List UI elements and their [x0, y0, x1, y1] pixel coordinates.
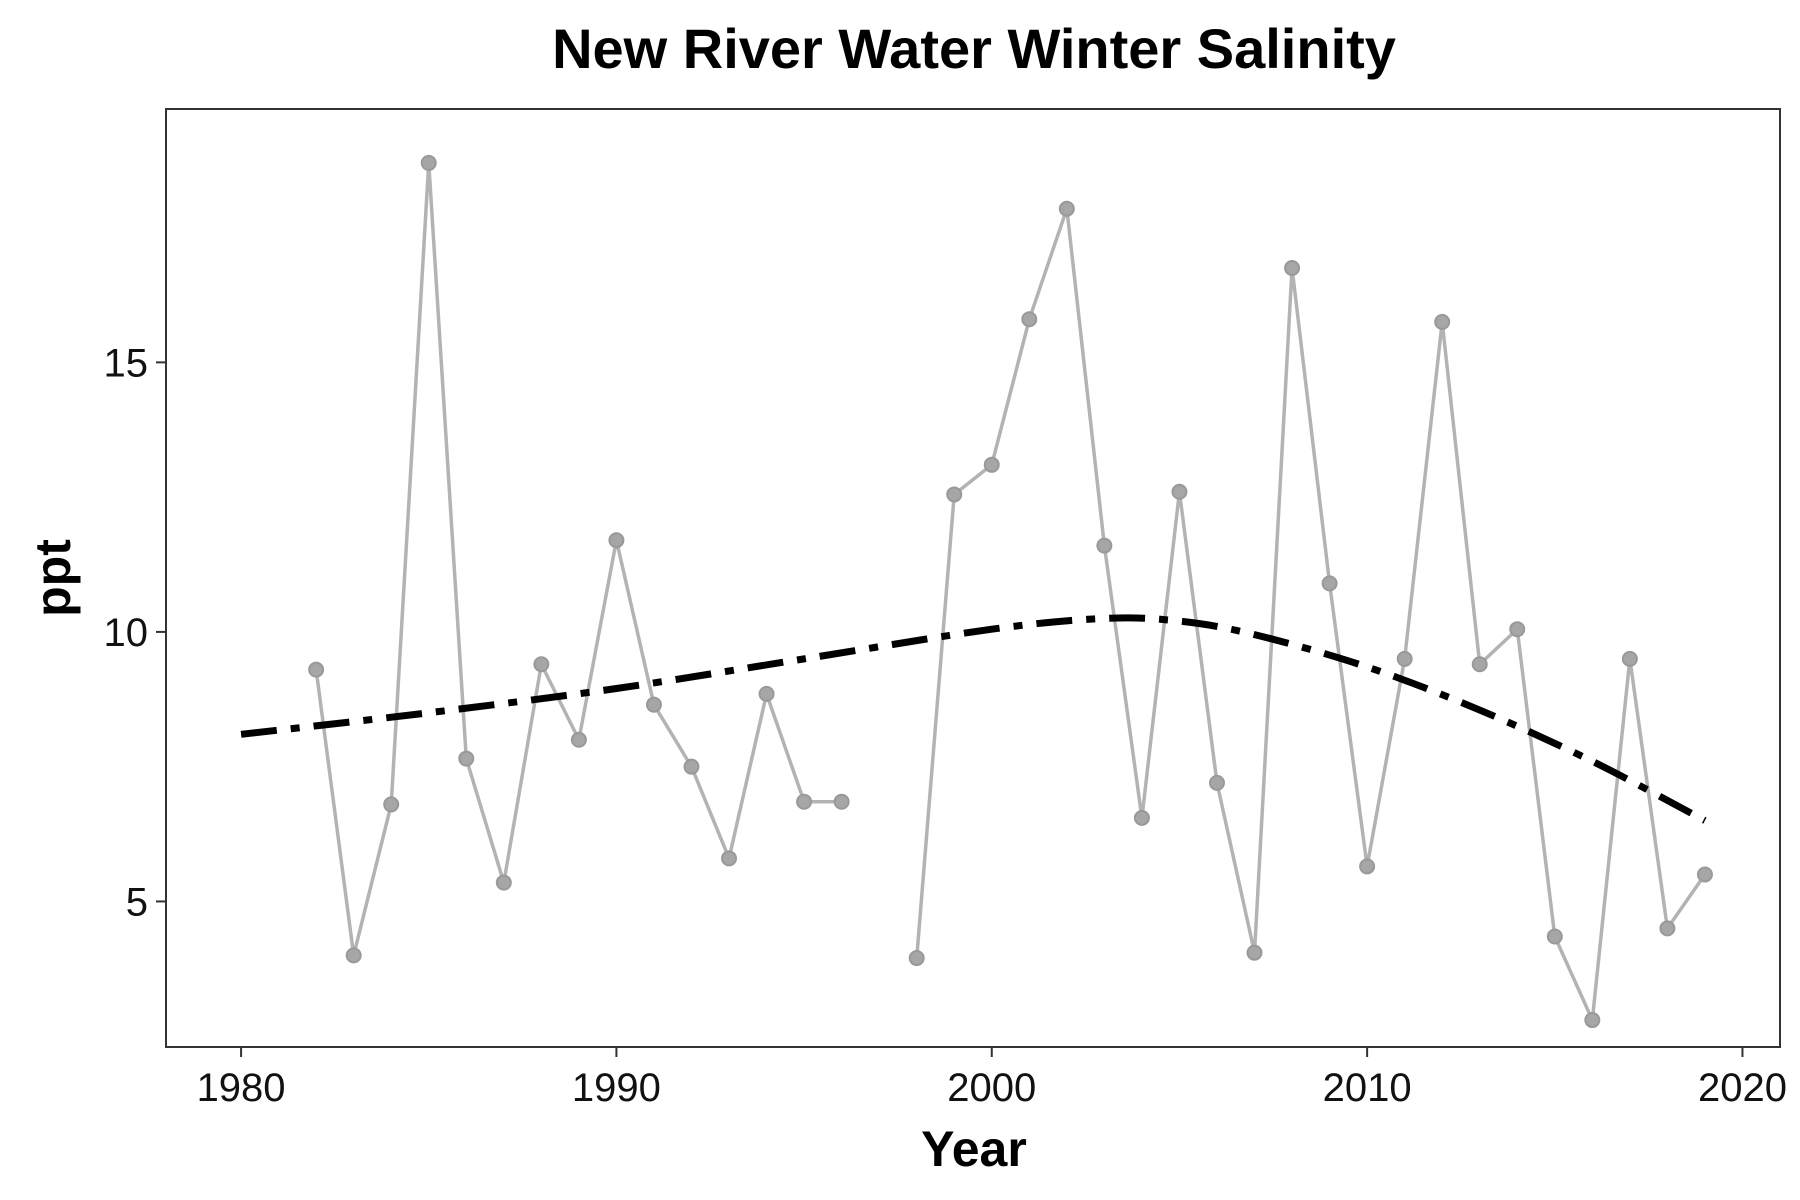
- data-point: [1584, 1012, 1601, 1029]
- data-point: [608, 532, 625, 549]
- data-point: [683, 758, 700, 775]
- y-axis: 5 10 15: [104, 341, 166, 924]
- data-point: [1396, 650, 1413, 667]
- data-point: [458, 750, 475, 767]
- salinity-series-line: [914, 206, 1707, 1022]
- data-point: [833, 793, 850, 810]
- series-layer: [240, 154, 1713, 1029]
- data-point: [1659, 920, 1676, 937]
- y-axis-label: ppt: [25, 539, 81, 617]
- data-point: [1133, 809, 1150, 826]
- trend-line: [240, 614, 1707, 824]
- data-point: [1321, 575, 1338, 592]
- data-point: [1171, 483, 1188, 500]
- data-point: [383, 796, 400, 813]
- x-tick-label: 2010: [1323, 1066, 1412, 1110]
- x-tick-label: 2000: [947, 1066, 1036, 1110]
- y-tick-label: 15: [104, 341, 149, 385]
- data-point: [308, 661, 325, 678]
- data-point: [495, 874, 512, 891]
- data-point: [1621, 650, 1638, 667]
- data-point: [1284, 260, 1301, 277]
- data-point: [908, 950, 925, 967]
- data-point: [645, 696, 662, 713]
- salinity-series-line: [314, 161, 842, 958]
- chart-title: New River Water Winter Salinity: [552, 17, 1396, 80]
- data-point: [533, 656, 550, 673]
- data-point: [1021, 311, 1038, 328]
- x-tick-label: 2020: [1698, 1066, 1787, 1110]
- plot-panel: [165, 108, 1781, 1048]
- data-point: [1096, 537, 1113, 554]
- data-point: [796, 793, 813, 810]
- x-axis: 1980 1990 2000 2010 2020: [197, 1047, 1787, 1110]
- data-point: [1546, 928, 1563, 945]
- data-point: [1246, 944, 1263, 961]
- y-tick-label: 10: [104, 611, 149, 655]
- data-point: [1696, 866, 1713, 883]
- x-tick-label: 1990: [572, 1066, 661, 1110]
- data-point: [570, 731, 587, 748]
- data-point: [983, 456, 1000, 473]
- data-point: [721, 850, 738, 867]
- y-tick-label: 5: [126, 880, 148, 924]
- data-point: [1359, 858, 1376, 875]
- data-point: [758, 685, 775, 702]
- data-point: [1509, 621, 1526, 638]
- data-point: [345, 947, 362, 964]
- data-point: [1208, 774, 1225, 791]
- data-point: [1471, 656, 1488, 673]
- x-axis-label: Year: [921, 1121, 1027, 1177]
- data-point: [420, 154, 437, 171]
- x-tick-label: 1980: [197, 1066, 286, 1110]
- data-point: [946, 486, 963, 503]
- data-point: [1434, 313, 1451, 330]
- data-point: [1058, 200, 1075, 217]
